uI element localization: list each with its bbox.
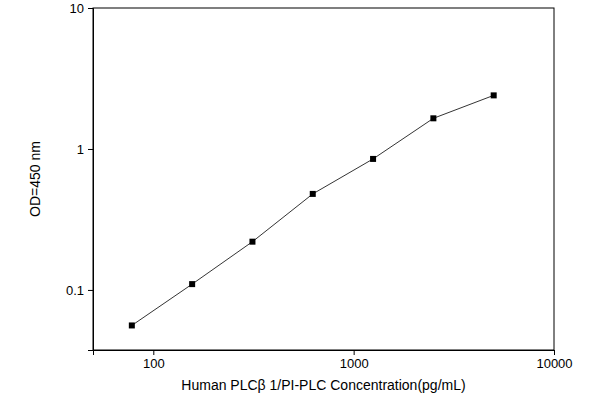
plot: 100 1000 10000 0.1 1 10 bbox=[66, 1, 573, 372]
y-tick-mark bbox=[88, 149, 93, 150]
series bbox=[129, 92, 497, 328]
x-tick-label: 10000 bbox=[536, 356, 572, 371]
marker bbox=[129, 322, 135, 328]
x-tick-label: 1000 bbox=[340, 356, 369, 371]
y-axis-line bbox=[88, 9, 94, 351]
x-axis-line bbox=[94, 351, 555, 356]
x-axis-title: Human PLCβ 1/PI-PLC Concentration(pg/mL) bbox=[181, 377, 465, 393]
plot-frame bbox=[93, 8, 554, 350]
y-tick-mark bbox=[88, 8, 93, 9]
y-tick: 10 bbox=[70, 1, 93, 16]
marker bbox=[310, 191, 316, 197]
marker bbox=[370, 156, 376, 162]
y-tick-label: 10 bbox=[70, 1, 84, 16]
chart: 100 1000 10000 0.1 1 10 Human PLCβ 1/PI-PLC Co… bbox=[0, 0, 600, 400]
x-tick-mark bbox=[354, 350, 355, 355]
marker bbox=[491, 92, 497, 98]
line bbox=[132, 95, 494, 325]
y-tick: 1 bbox=[77, 142, 93, 157]
marker bbox=[249, 239, 255, 245]
x-tick: 100 bbox=[143, 350, 165, 371]
y-tick-label: 0.1 bbox=[66, 283, 84, 298]
marker bbox=[430, 115, 436, 121]
y-tick-label: 1 bbox=[77, 142, 84, 157]
x-tick: 1000 bbox=[340, 350, 369, 371]
marker bbox=[189, 281, 195, 287]
x-tick-label: 100 bbox=[143, 356, 165, 371]
y-axis-title: OD=450 nm bbox=[27, 141, 43, 217]
x-tick: 10000 bbox=[536, 350, 572, 371]
y-axis: 0.1 1 10 bbox=[66, 1, 94, 351]
x-axis: 100 1000 10000 bbox=[94, 350, 573, 371]
x-tick-mark bbox=[554, 350, 555, 355]
y-tick-mark bbox=[88, 290, 93, 291]
x-tick-mark bbox=[153, 350, 154, 355]
y-tick: 0.1 bbox=[66, 283, 93, 298]
